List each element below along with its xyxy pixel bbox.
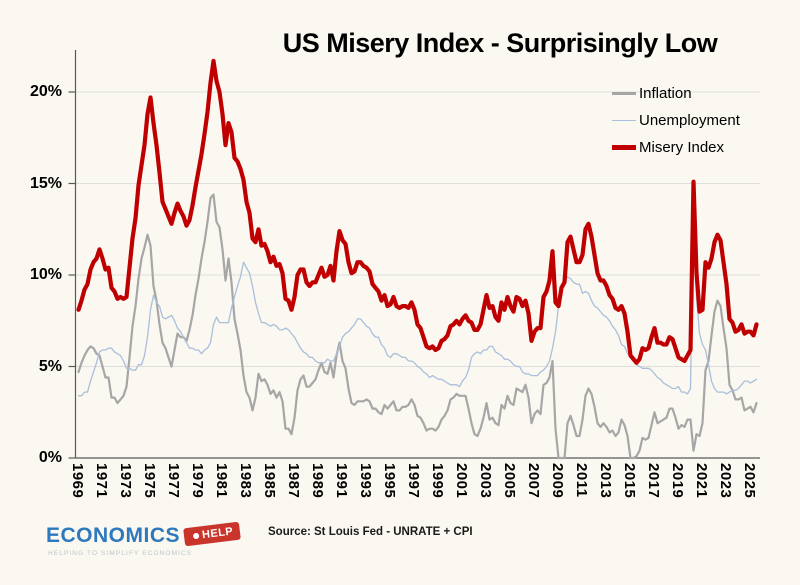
x-tick-label: 2025 <box>741 463 758 499</box>
x-tick-label: 2015 <box>621 463 638 499</box>
x-tick-label: 2003 <box>477 463 494 499</box>
y-tick-label: 5% <box>38 357 62 375</box>
legend-item-misery-index: Misery Index <box>612 134 740 161</box>
x-tick-label: 2023 <box>717 463 734 499</box>
x-tick-label: 1997 <box>405 463 422 499</box>
legend-line-swatch <box>612 119 636 122</box>
x-tick-label: 1991 <box>333 463 350 499</box>
misery-index-line <box>76 58 759 365</box>
legend-line-swatch <box>612 92 636 95</box>
x-tick-label: 2017 <box>645 463 662 499</box>
x-tick-label: 1971 <box>93 463 110 499</box>
x-tick-label: 1999 <box>429 463 446 499</box>
legend-line-swatch <box>612 145 636 150</box>
x-tick-label: 1989 <box>309 463 326 499</box>
x-tick-label: 1981 <box>213 463 230 499</box>
legend-label: Inflation <box>639 85 692 102</box>
x-tick-label: 1985 <box>261 463 278 499</box>
x-tick-label: 2009 <box>549 463 566 499</box>
logo-economics-text: ECONOMICS <box>46 524 181 547</box>
legend-item-inflation: Inflation <box>612 80 740 107</box>
x-tick-label: 1995 <box>381 463 398 499</box>
x-tick-label: 1975 <box>141 463 158 499</box>
legend: Inflation Unemployment Misery Index <box>612 80 740 161</box>
x-tick-label: 2011 <box>573 463 590 498</box>
x-tick-label: 1973 <box>117 463 134 499</box>
x-tick-label: 2021 <box>693 463 710 499</box>
y-tick-label: 0% <box>38 449 62 466</box>
legend-item-unemployment: Unemployment <box>612 107 740 134</box>
y-tick-label: 15% <box>29 174 62 192</box>
footer: ECONOMICS HELP HELPING TO SIMPLIFY ECONO… <box>0 518 800 585</box>
logo-row: ECONOMICS HELP <box>46 521 246 548</box>
x-tick-label: 2007 <box>525 463 542 499</box>
x-tick-label: 1993 <box>357 463 374 499</box>
x-tick-label: 2005 <box>501 463 518 499</box>
logo-tag-dot-icon <box>192 532 200 540</box>
x-tick-label: 2013 <box>597 463 614 499</box>
logo-help-text: HELP <box>201 525 234 542</box>
x-tick-label: 1969 <box>69 463 86 499</box>
y-tick-label: 10% <box>29 266 62 283</box>
x-tick-label: 1979 <box>189 463 206 499</box>
economics-help-logo: ECONOMICS HELP HELPING TO SIMPLIFY ECONO… <box>46 521 246 557</box>
x-tick-label: 1987 <box>285 463 302 499</box>
x-tick-label: 2001 <box>453 463 470 499</box>
logo-help-tag: HELP <box>183 521 242 547</box>
chart-title: US Misery Index - Surprisingly Low <box>282 28 718 58</box>
x-tick-label: 1977 <box>165 463 182 499</box>
unemployment-line <box>77 188 758 397</box>
y-tick-label: 20% <box>29 83 62 100</box>
legend-label: Misery Index <box>639 139 725 156</box>
logo-tagline: HELPING TO SIMPLIFY ECONOMICS <box>48 550 193 557</box>
plot-area <box>68 50 760 460</box>
x-tick-label: 2019 <box>669 463 686 499</box>
source-note: Source: St Louis Fed - UNRATE + CPI <box>268 526 473 538</box>
x-tick-label: 1983 <box>237 463 254 499</box>
legend-label: Unemployment <box>639 112 740 129</box>
inflation-line <box>77 193 758 460</box>
